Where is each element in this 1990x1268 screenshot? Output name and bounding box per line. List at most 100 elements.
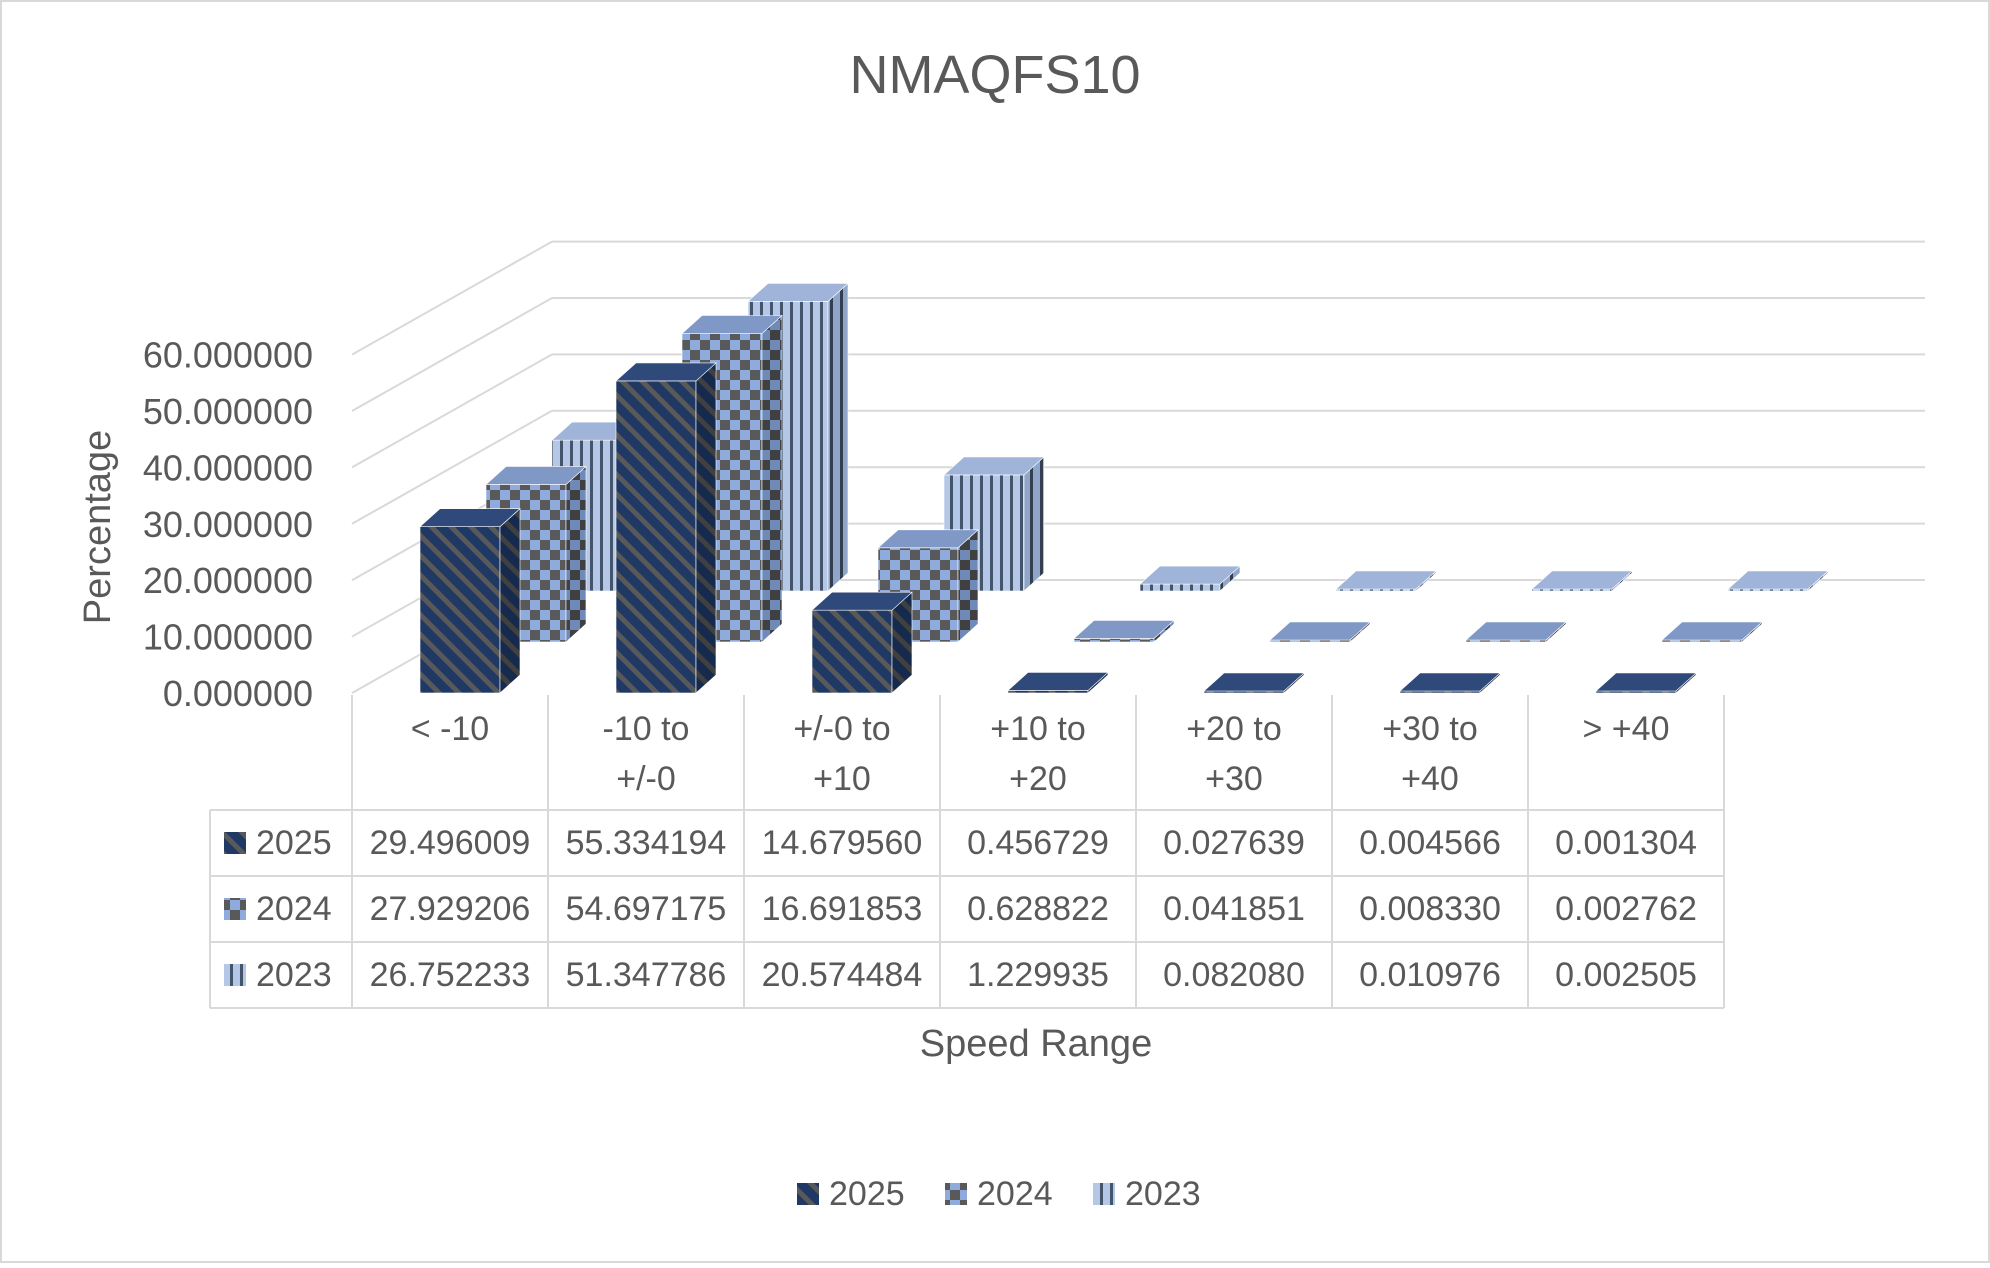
bar-top-face [811,591,913,611]
table-legend-key [224,964,246,986]
bar-top-face [1465,621,1567,641]
table-category-label: +40 [1401,760,1459,798]
table-cell-value: 55.334194 [566,824,727,862]
y-axis-label: Percentage [77,430,119,624]
y-tick-label: 20.000000 [143,560,313,601]
bar-2025-6 [1595,672,1697,694]
bar-2024-3 [1073,619,1175,643]
bar-2025-3 [1007,671,1109,694]
bar-top-face [485,466,587,485]
table-cell-value: 0.001304 [1555,824,1697,862]
table-series-name: 2025 [256,824,332,862]
bar-side-face [565,465,587,643]
bar-2025-1 [615,362,717,694]
bar-side-face [499,507,521,694]
table-category-label: -10 to [603,710,690,748]
x-axis-label: Speed Range [920,1023,1152,1065]
table-cell-value: 0.002505 [1555,956,1697,994]
table-category-label: +20 [1009,760,1067,798]
table-category-label: +/-0 [616,760,676,798]
bar-top-face [877,529,979,549]
gridline-diagonal [351,409,553,525]
legend-label-2025: 2025 [829,1175,905,1213]
bar-2023-6 [1727,570,1829,592]
table-cell-value: 26.752233 [370,956,531,994]
table-cell-value: 16.691853 [762,890,923,928]
bar-front-face [811,609,893,694]
table-cell-value: 0.628822 [967,890,1109,928]
legend-key-2025 [797,1183,819,1205]
table-category-label: +30 [1205,760,1263,798]
bar-2023-4 [1335,570,1437,592]
bar-top-face [943,456,1045,476]
y-axis-ticks: 0.000000 10.000000 20.000000 30.000000 40.00… [143,335,313,714]
bar-top-face [747,283,849,302]
bar-2023-5 [1531,570,1633,592]
legend-label-2024: 2024 [977,1175,1053,1213]
bar-top-face [681,315,783,334]
bar-front-face [1139,583,1221,592]
table-category-label: +/-0 to [793,710,890,748]
table-category-label: +10 to [990,710,1085,748]
table-cell-value: 0.004566 [1359,824,1501,862]
table-cell-value: 20.574484 [762,956,923,994]
gridline-diagonal [351,240,553,356]
table-cell-value: 0.041851 [1163,890,1305,928]
bar-top-face [1595,672,1697,692]
bar-2023-3 [1139,565,1241,592]
table-cell-value: 51.347786 [566,956,727,994]
bar-top-face [419,508,521,527]
table-legend-key [224,832,246,854]
bar-top-face [1661,621,1763,641]
legend-key-2024 [945,1183,967,1205]
table-cell-value: 14.679560 [762,824,923,862]
y-tick-label: 50.000000 [143,391,313,432]
bar-top-face [1727,570,1829,590]
y-tick-label: 30.000000 [143,504,313,545]
bar-side-face [1023,456,1045,592]
bar-2025-0 [419,507,521,694]
bar-front-face [1007,690,1089,694]
table-category-label: < -10 [411,710,489,748]
bar-top-face [1007,672,1109,691]
y-tick-label: 0.000000 [163,673,313,714]
table-series-name: 2023 [256,956,332,994]
bar-top-face [1269,621,1371,641]
bar-side-face [827,282,849,592]
bar-top-face [1073,620,1175,639]
y-tick-label: 10.000000 [143,617,313,658]
table-category-label: +30 to [1382,710,1477,748]
table-category-label: > +40 [1583,710,1670,748]
bar-front-face [615,380,697,694]
bar-2025-4 [1203,672,1305,694]
bar-top-face [615,362,717,382]
table-cell-value: 1.229935 [967,956,1109,994]
bar-top-face [1399,672,1501,692]
bars [419,282,1829,694]
table-category-label: +20 to [1186,710,1281,748]
y-tick-label: 40.000000 [143,447,313,488]
table-cell-value: 0.082080 [1163,956,1305,994]
table-category-label: +10 [813,760,871,798]
chart-title: NMAQFS10 [849,45,1140,105]
table-cell-value: 54.697175 [566,890,727,928]
bar-2024-4 [1269,621,1371,643]
table-cell-value: 0.008330 [1359,890,1501,928]
gridline-diagonal [351,297,553,412]
bar-front-face [1073,638,1155,643]
table-series-name: 2024 [256,890,332,928]
table-cell-value: 0.456729 [967,824,1109,862]
table-legend-key [224,898,246,920]
table-cell-value: 0.002762 [1555,890,1697,928]
bar-side-face [761,314,783,643]
table-cell-value: 0.027639 [1163,824,1305,862]
table-cell-value: 27.929206 [370,890,531,928]
legend-key-2023 [1093,1183,1115,1205]
bar-2024-5 [1465,621,1567,643]
bar-top-face [1531,570,1633,590]
table-cell-value: 0.010976 [1359,956,1501,994]
bar-side-face [695,362,717,694]
